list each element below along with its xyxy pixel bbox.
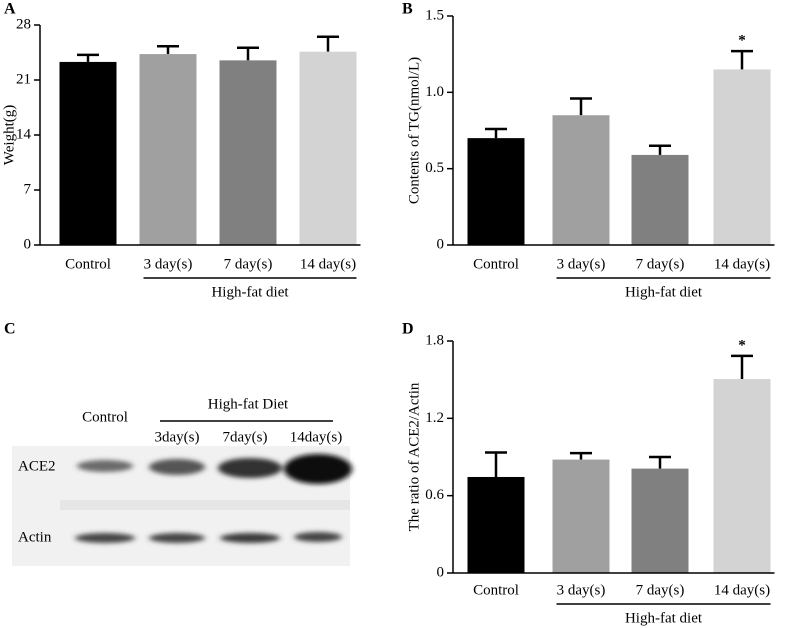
row-label: Actin	[18, 529, 52, 545]
row-label: ACE2	[18, 458, 56, 474]
bar	[139, 54, 197, 246]
significance-marker: *	[738, 337, 746, 353]
x-tick-label: 7 day(s)	[636, 582, 685, 598]
bar	[552, 459, 610, 573]
bar	[713, 379, 771, 573]
y-tick-label: 0.6	[425, 487, 444, 503]
bar	[631, 468, 689, 573]
panel-letter: C	[4, 321, 16, 338]
y-tick-label: 1.0	[425, 84, 444, 100]
bar	[299, 51, 357, 245]
x-tick-label: 7 day(s)	[224, 256, 273, 272]
x-tick-label: Control	[65, 256, 111, 272]
y-axis-label: Weight(g)	[1, 105, 17, 165]
bar	[631, 154, 689, 245]
significance-marker: *	[738, 33, 746, 49]
panel-letter: B	[402, 1, 413, 18]
y-tick-label: 0	[437, 236, 445, 252]
group-label: High-fat Diet	[208, 396, 289, 412]
blot-background	[60, 500, 350, 510]
y-tick-label: 14	[16, 126, 32, 142]
group-label: High-fat diet	[211, 284, 289, 300]
x-tick-label: 3 day(s)	[557, 582, 606, 598]
x-tick-label: Control	[473, 582, 519, 598]
blot-bands	[75, 454, 352, 543]
lane-label: 7day(s)	[223, 429, 268, 445]
lane-label: Control	[82, 409, 128, 425]
y-tick-label: 0	[437, 564, 445, 580]
bar	[552, 115, 610, 245]
x-tick-label: 14 day(s)	[714, 256, 770, 272]
x-tick-label: 3 day(s)	[144, 256, 193, 272]
x-tick-label: Control	[473, 256, 519, 272]
bar	[59, 61, 117, 245]
bar	[467, 138, 525, 245]
y-tick-label: 21	[16, 71, 31, 87]
y-tick-label: 0	[24, 236, 32, 252]
x-tick-label: 7 day(s)	[636, 256, 685, 272]
y-tick-label: 1.5	[425, 7, 444, 23]
x-tick-label: 14 day(s)	[300, 256, 356, 272]
group-label: High-fat diet	[625, 284, 703, 300]
x-tick-label: 14 day(s)	[714, 582, 770, 598]
y-tick-label: 7	[24, 181, 32, 197]
group-label: High-fat diet	[625, 610, 703, 626]
lane-label: 14day(s)	[290, 429, 343, 445]
y-tick-label: 1.2	[425, 410, 444, 426]
y-tick-label: 28	[16, 16, 31, 32]
lane-label: 3day(s)	[155, 429, 200, 445]
panel-letter: D	[402, 321, 414, 338]
y-tick-label: 1.8	[425, 332, 444, 348]
bar	[219, 60, 277, 245]
y-axis-label: Contents of TG(nmol/L)	[406, 57, 422, 204]
bar	[713, 69, 771, 245]
bar	[467, 476, 525, 573]
y-tick-label: 0.5	[425, 160, 444, 176]
panel-letter: A	[4, 1, 16, 18]
x-tick-label: 3 day(s)	[557, 256, 606, 272]
y-axis-label: The ratio of ACE2/Actin	[406, 382, 422, 531]
